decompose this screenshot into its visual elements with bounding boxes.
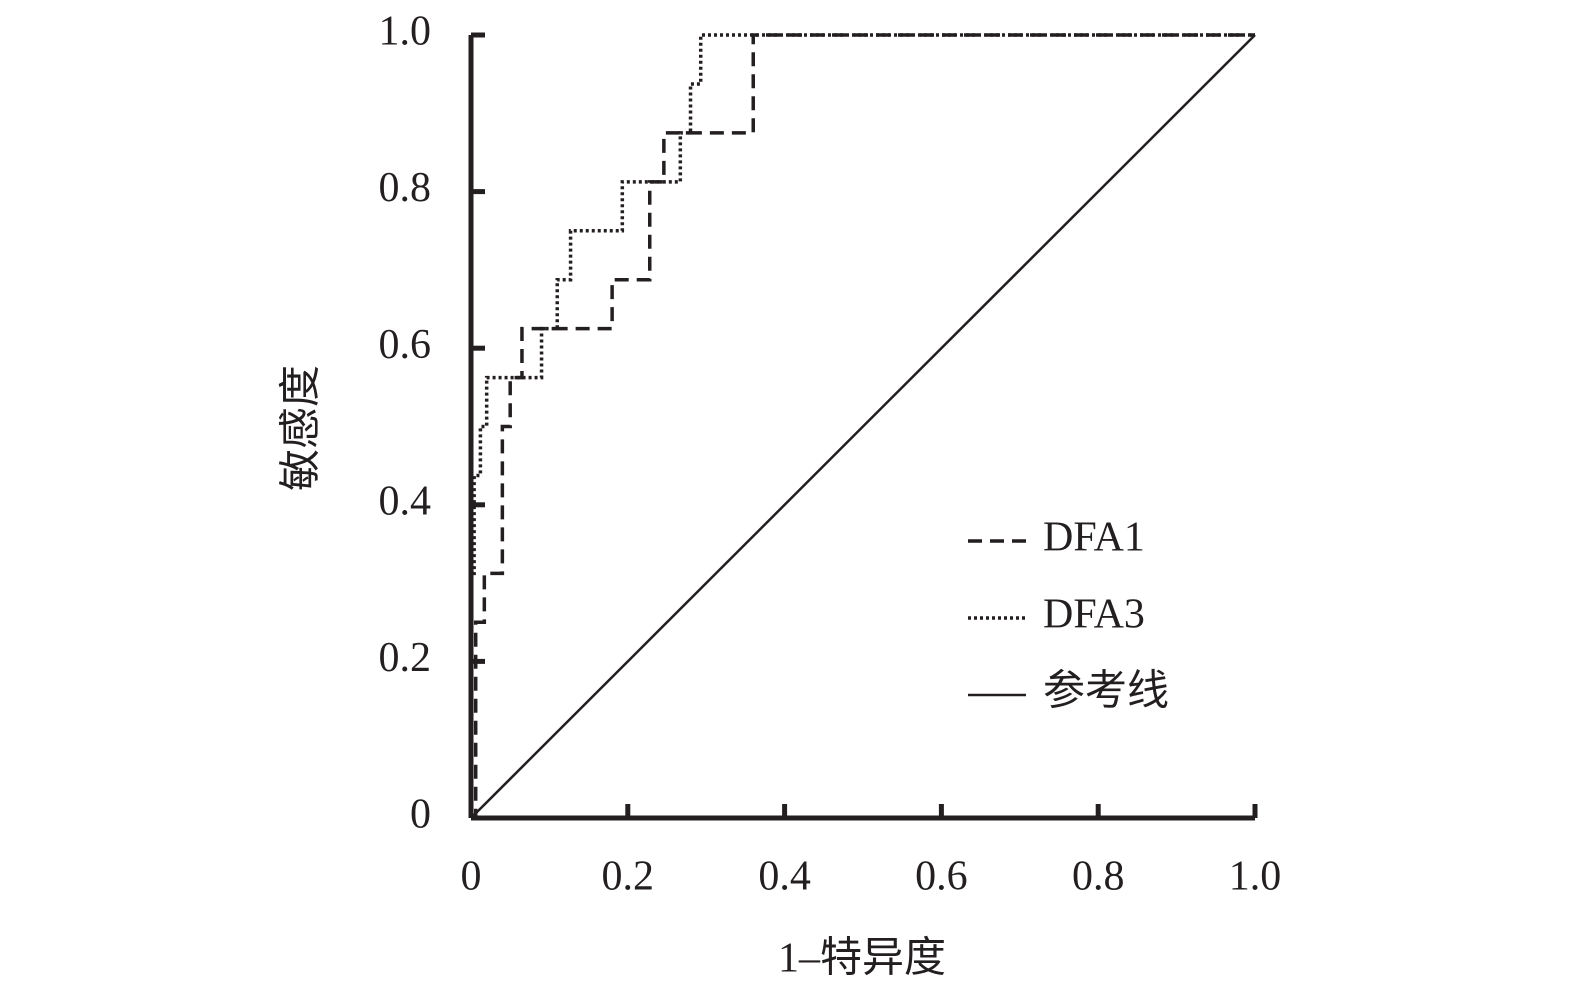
legend-label: DFA3 <box>1043 592 1145 638</box>
x-tick-label: 0.4 <box>758 854 811 900</box>
x-tick-label: 1.0 <box>1229 854 1282 900</box>
y-axis-label: 敏感度 <box>279 365 325 491</box>
line-series <box>469 33 1255 818</box>
y-tick-label: 0.4 <box>379 478 432 524</box>
line-series <box>471 33 1255 820</box>
y-tick-label: 0.2 <box>379 635 432 681</box>
y-tick-label: 1.0 <box>379 9 432 55</box>
y-tick-label: 0.8 <box>379 165 432 211</box>
legend-label: 参考线 <box>1043 668 1169 715</box>
x-axis-label: 1–特异度 <box>778 936 946 982</box>
legend-label: DFA1 <box>1043 515 1145 561</box>
y-tick-label: 0.6 <box>379 322 432 368</box>
x-tick-label: 0.6 <box>915 854 968 900</box>
x-tick-label: 0 <box>461 854 482 900</box>
line-series <box>470 34 1256 819</box>
x-tick-label: 0.8 <box>1072 854 1125 900</box>
y-tick-label: 0 <box>410 792 431 838</box>
x-tick-label: 0.2 <box>602 854 655 900</box>
